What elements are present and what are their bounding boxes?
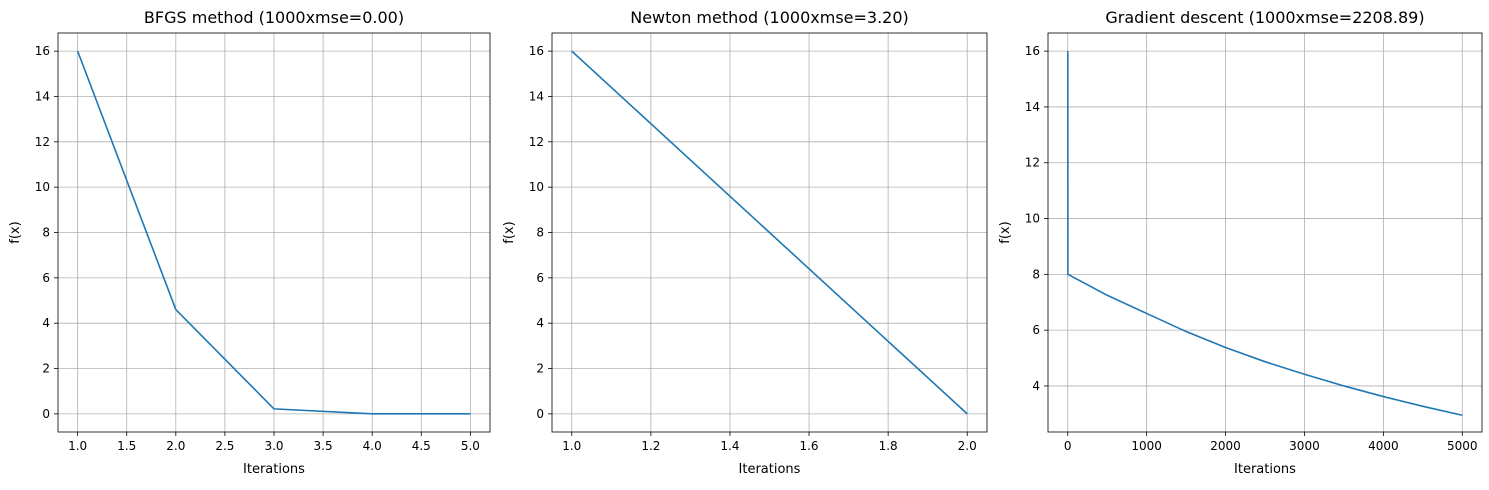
y-tick-label: 16 (1025, 44, 1040, 58)
y-tick-label: 8 (42, 226, 50, 240)
subplot-2: 1.0 1.2 1.4 1.6 1.8 2.0 0 2 4 6 8 10 12 14 16 Newton me… (502, 8, 988, 477)
y-tick-label: 10 (1025, 212, 1040, 226)
x-tick-label: 4.5 (412, 439, 431, 453)
series-line (76, 50, 471, 415)
x-tick-label: 1.0 (68, 439, 87, 453)
x-tick-label: 1.0 (562, 439, 581, 453)
y-tick-label: 12 (1025, 156, 1040, 170)
y-tick-label: 4 (536, 316, 544, 330)
x-tick-label: 1.5 (117, 439, 136, 453)
y-tick-label: 2 (536, 362, 544, 376)
chart-title: BFGS method (1000xmse=0.00) (144, 8, 404, 27)
y-tick-label: 14 (1025, 100, 1040, 114)
x-tick-label: 4.0 (363, 439, 382, 453)
y-tick-label: 2 (42, 362, 50, 376)
x-tick-label: 5.0 (461, 439, 480, 453)
subplot-3: 0 1000 2000 3000 4000 5000 4 6 8 10 12 14 16 Gradient… (998, 8, 1483, 477)
x-tick-label: 3000 (1289, 439, 1320, 453)
x-tick-label: 0 (1064, 439, 1072, 453)
x-tick-label: 2.5 (215, 439, 234, 453)
x-tick-label: 1.4 (720, 439, 739, 453)
x-tick-label: 4000 (1368, 439, 1399, 453)
x-tick-label: 1.2 (641, 439, 660, 453)
y-tick-label: 10 (35, 180, 50, 194)
x-tick-label: 3.5 (314, 439, 333, 453)
axes-frame (1047, 32, 1483, 433)
y-tick-label: 12 (529, 135, 544, 149)
series-line (571, 50, 968, 415)
y-tick-label: 4 (1032, 379, 1040, 393)
y-tick-label: 0 (536, 407, 544, 421)
y-tick-label: 10 (529, 180, 544, 194)
x-tick-label: 2.0 (166, 439, 185, 453)
x-tick-label: 5000 (1447, 439, 1478, 453)
y-tick-label: 6 (536, 271, 544, 285)
series-line (1067, 51, 1463, 417)
y-tick-label: 4 (42, 316, 50, 330)
chart-title: Gradient descent (1000xmse=2208.89) (1105, 8, 1424, 27)
y-tick-label: 6 (1032, 323, 1040, 337)
x-tick-label: 2000 (1210, 439, 1241, 453)
y-tick-label: 14 (35, 89, 50, 103)
y-axis-label: f(x) (8, 221, 23, 243)
y-tick-label: 6 (42, 271, 50, 285)
y-axis-label: f(x) (998, 221, 1013, 243)
y-tick-label: 0 (42, 407, 50, 421)
x-tick-label: 1.6 (799, 439, 818, 453)
x-tick-label: 3.0 (264, 439, 283, 453)
y-tick-label: 16 (529, 44, 544, 58)
x-axis-label: Iterations (739, 462, 801, 477)
x-axis-label: Iterations (243, 462, 305, 477)
x-tick-label: 1.8 (879, 439, 898, 453)
x-axis-label: Iterations (1234, 462, 1296, 477)
y-tick-label: 16 (35, 44, 50, 58)
y-axis-label: f(x) (502, 221, 517, 243)
x-tick-label: 2.0 (958, 439, 977, 453)
subplot-1: 1.0 1.5 2.0 2.5 3.0 3.5 4.0 4.5 5.0 0 2 4 6 8 10 12 14 16… (8, 8, 491, 477)
y-tick-label: 12 (35, 135, 50, 149)
y-tick-label: 8 (536, 226, 544, 240)
chart-title: Newton method (1000xmse=3.20) (630, 8, 909, 27)
y-tick-label: 8 (1032, 267, 1040, 281)
y-tick-label: 14 (529, 89, 544, 103)
x-tick-label: 1000 (1131, 439, 1162, 453)
